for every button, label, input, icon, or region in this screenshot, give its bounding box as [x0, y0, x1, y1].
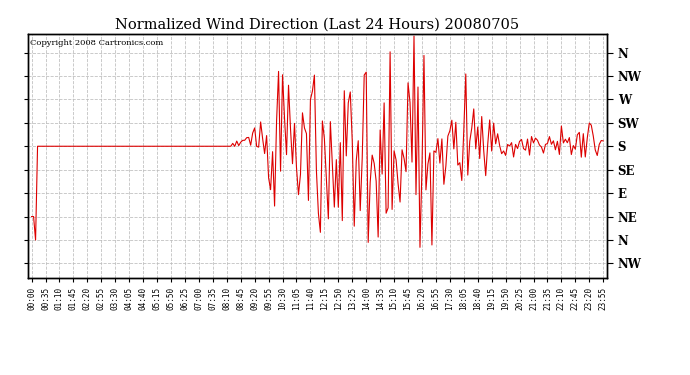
- Title: Normalized Wind Direction (Last 24 Hours) 20080705: Normalized Wind Direction (Last 24 Hours…: [115, 17, 520, 31]
- Text: Copyright 2008 Cartronics.com: Copyright 2008 Cartronics.com: [30, 39, 164, 46]
